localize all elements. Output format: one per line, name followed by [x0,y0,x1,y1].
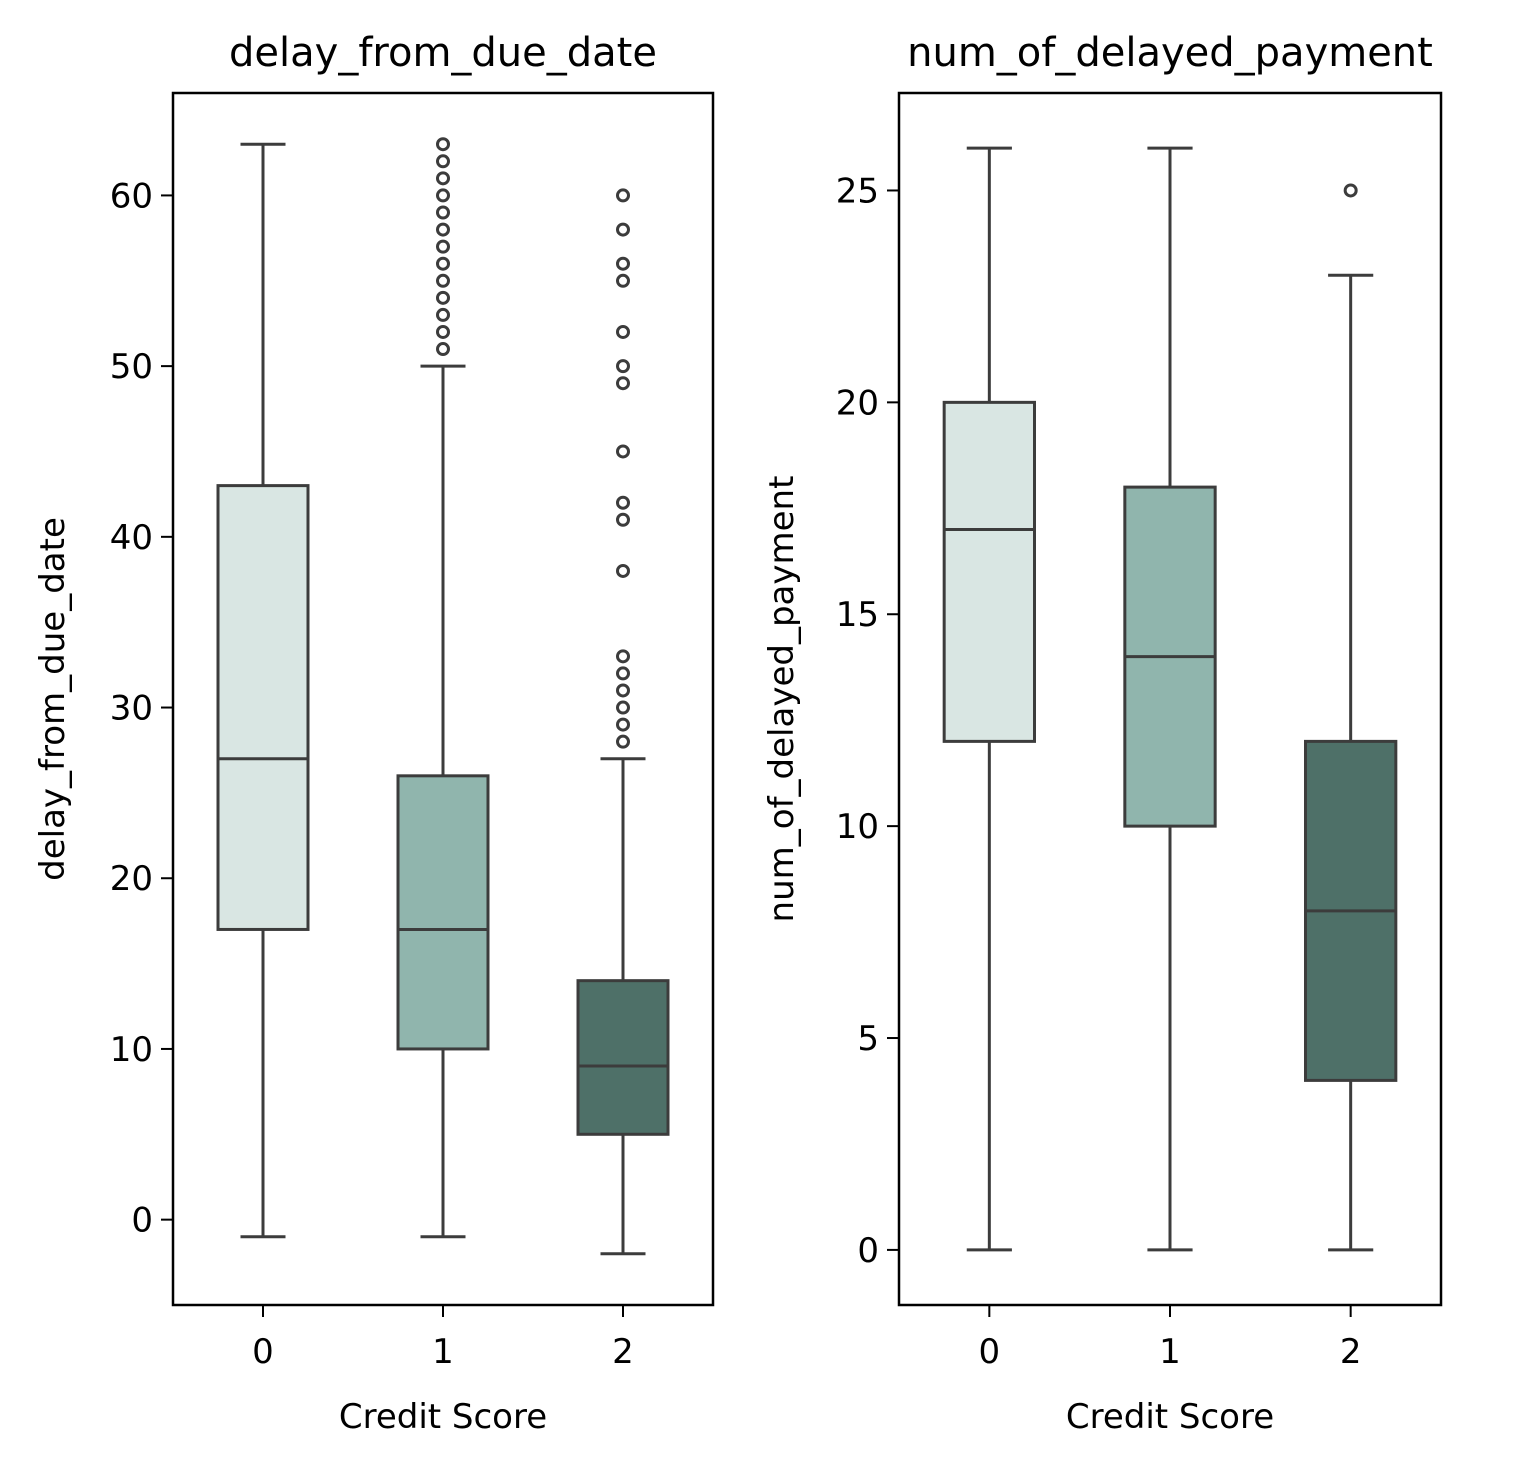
box-category-2 [1304,183,1398,1252]
y-tick-label: 0 [857,1231,879,1271]
box-category-0 [216,142,310,1239]
box-category-1 [396,137,490,1239]
iqr-box [396,774,490,1051]
y-axis-label: num_of_delayed_payment [762,476,802,923]
outlier-point [616,188,630,203]
outlier-point [616,359,630,374]
outlier-point [616,717,630,732]
outlier-point [436,324,450,339]
x-axis-label: Credit Score [339,1397,547,1437]
outlier-point [616,495,630,510]
iqr-box [576,979,670,1136]
outlier-point [436,290,450,305]
x-tick-label: 1 [432,1332,454,1372]
y-tick-label: 10 [836,807,879,847]
outlier-point [616,222,630,237]
outlier-point [436,307,450,322]
y-tick-label: 15 [836,595,879,635]
y-tick-label: 60 [110,176,153,216]
outlier-point [616,649,630,664]
outlier-point [616,256,630,271]
outlier-point [616,324,630,339]
outlier-point [616,563,630,578]
panel-delay-from-due-date: delay_from_due_date Credit Score delay_fro… [33,30,715,1437]
x-tick-label: 0 [979,1332,1001,1372]
box-category-2 [576,188,670,1256]
outlier-point [1343,183,1358,198]
outlier-point [616,666,630,681]
y-tick-label: 20 [836,383,879,423]
y-tick-label: 0 [131,1201,153,1241]
outlier-point [436,171,450,186]
iqr-box [216,484,310,931]
y-tick-label: 50 [110,347,153,387]
outlier-point [436,188,450,203]
chart-title: num_of_delayed_payment [907,30,1433,76]
outlier-point [616,683,630,698]
y-tick-label: 5 [857,1019,879,1059]
outlier-point [436,342,450,357]
box-category-0 [942,146,1037,1252]
outlier-point [436,222,450,237]
outlier-point [616,512,630,527]
outlier-point [616,273,630,288]
x-tick-label: 0 [252,1332,274,1372]
x-tick-label: 2 [612,1332,634,1372]
x-tick-label: 2 [1340,1332,1362,1372]
iqr-box [942,400,1037,743]
y-tick-label: 30 [110,689,153,729]
y-tick-label: 25 [836,171,879,211]
outlier-point [436,154,450,169]
x-tick-label: 1 [1159,1332,1181,1372]
box-category-1 [1123,146,1217,1252]
outlier-point [436,137,450,152]
y-tick-label: 40 [110,518,153,558]
panel-num-of-delayed-payment: num_of_delayed_payment Credit Score num_of… [762,30,1443,1437]
outlier-point [436,273,450,288]
chart-title: delay_from_due_date [229,30,657,76]
outlier-point [616,376,630,391]
outlier-point [616,700,630,715]
outlier-point [436,239,450,254]
x-axis-label: Credit Score [1066,1397,1274,1437]
outlier-point [616,734,630,749]
outlier-point [436,205,450,220]
y-axis-label: delay_from_due_date [33,517,73,881]
outlier-point [616,444,630,459]
y-tick-label: 10 [110,1030,153,1070]
y-tick-label: 20 [110,859,153,899]
outlier-point [436,256,450,271]
